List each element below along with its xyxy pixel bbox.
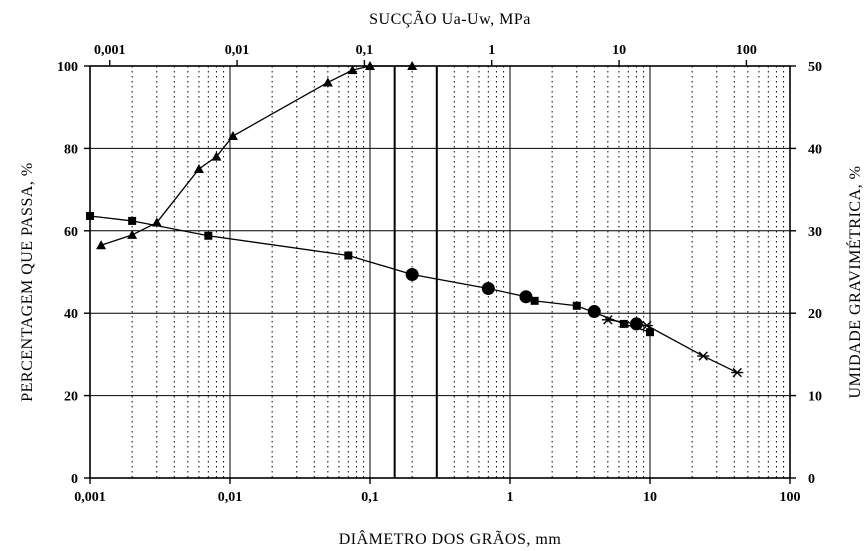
grid-major [89,65,791,479]
star-stroke [642,320,652,331]
x2-tick-label: 10 [612,43,626,58]
series-circle [405,267,643,331]
triangle-marker [96,240,107,250]
series-line [100,65,413,246]
y-tick-label: 40 [64,307,78,322]
y2-tick-label: 50 [808,60,822,75]
suction-reference-lines [393,66,438,478]
square-marker [204,231,213,240]
x-tick-label: 0,001 [74,490,106,505]
star-stroke [603,315,613,325]
series-triangle [96,61,418,250]
x-tick-label: 100 [780,490,801,505]
x2-tick-label: 0,01 [225,43,250,58]
x-tick-label: 1 [507,490,514,505]
y-tick-label: 60 [64,225,78,240]
star-stroke [732,367,742,378]
series-layer [86,61,744,378]
y-tick-label: 100 [57,60,78,75]
x2-tick-label: 0,001 [94,43,126,58]
x-tick-label: 0,01 [218,490,243,505]
x-tick-label: 0,1 [361,490,379,505]
triangle-marker [407,61,418,70]
star-marker [640,320,653,331]
circle-marker [587,305,601,319]
triangle-marker [227,131,238,141]
x2-axis-title: SUCÇÃO Ua-Uw, MPa [369,10,531,28]
circle-marker [519,290,533,304]
star-marker [697,351,710,361]
star-stroke [698,351,708,361]
plot-frame [89,65,791,479]
y2-tick-label: 30 [808,225,822,240]
y-tick-label: 0 [71,472,78,487]
x-axis-title: DIÂMETRO DOS GRÃOS, mm [339,529,562,548]
y-tick-label: 80 [64,142,78,157]
series-star [601,315,744,378]
square-marker [128,216,137,225]
circle-marker [481,281,495,295]
star-marker [731,367,744,378]
square-marker [619,319,628,328]
triangle-marker [127,229,138,239]
triangle-marker [365,61,375,70]
square-marker [344,251,353,260]
x-tick-label: 10 [643,490,657,505]
square-marker [646,328,654,337]
square-marker [86,211,94,220]
y2-axis-title: UMIDADE GRAVIMÉTRICA, % [845,166,864,399]
square-marker [572,301,581,310]
triangle-marker [193,164,204,173]
square-marker [530,296,539,305]
triangle-marker [322,77,333,87]
y2-tick-label: 20 [808,307,822,322]
circle-marker [405,267,419,281]
y2-tick-label: 10 [808,390,822,405]
triangle-marker [151,217,162,227]
x2-tick-label: 100 [736,43,757,58]
y2-tick-label: 40 [808,142,822,157]
triangle-marker [347,65,358,75]
y2-tick-label: 0 [808,472,815,487]
triangle-marker [211,151,222,161]
y-axis-title: PERCENTAGEM QUE PASSA, % [19,162,36,402]
x2-tick-label: 1 [488,43,495,58]
star-marker [601,315,614,325]
series-line [607,319,738,374]
tick-marks [84,60,796,484]
y-tick-label: 20 [64,390,78,405]
x2-tick-label: 0,1 [356,43,374,58]
